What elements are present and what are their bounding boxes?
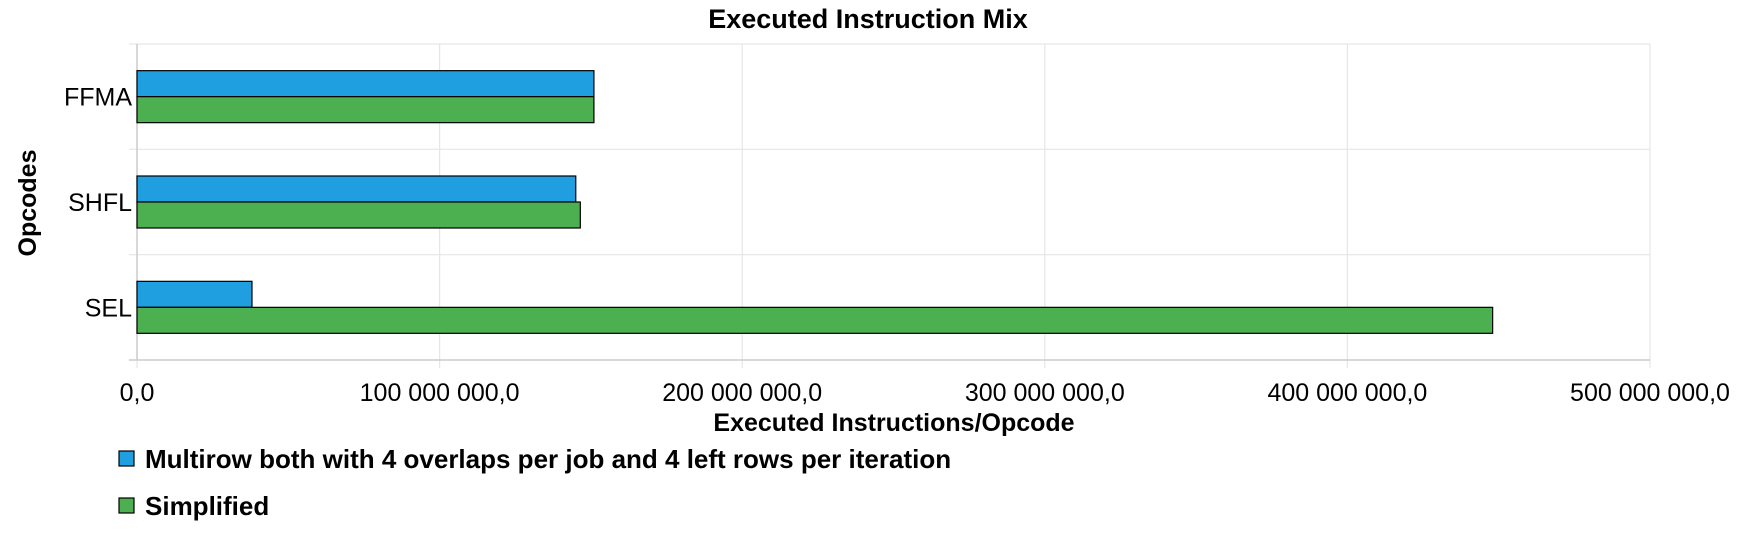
y-axis-ticks: FFMA SHFL SEL [64, 84, 132, 323]
x-axis-title: Executed Instructions/Opcode [713, 409, 1074, 437]
bar-ffma-series-1 [136, 70, 595, 98]
bar-shfl-series-1 [136, 175, 577, 203]
y-tick-label: FFMA [64, 84, 132, 112]
y-tick-label: SHFL [68, 189, 132, 217]
legend-label: Simplified [145, 491, 269, 521]
x-tick-label: 200 000 000,0 [662, 379, 822, 407]
x-tick-label: 500 000 000,0 [1570, 379, 1730, 407]
legend: Multirow both with 4 overlaps per job an… [118, 444, 951, 521]
x-tick-label: 400 000 000,0 [1267, 379, 1427, 407]
bars-layer [136, 70, 1494, 334]
x-axis-ticks: 0,0 100 000 000,0 200 000 000,0 300 000 000… [120, 379, 1730, 407]
legend-label: Multirow both with 4 overlaps per job an… [145, 444, 951, 474]
bar-shfl-series-2 [136, 201, 581, 229]
bar-sel-series-1 [136, 280, 253, 308]
x-tick-label: 0,0 [120, 379, 155, 407]
bar-ffma-series-2 [136, 96, 595, 124]
y-axis-title: Opcodes [14, 150, 42, 257]
legend-swatch [118, 497, 135, 514]
x-tick-label: 100 000 000,0 [360, 379, 520, 407]
chart-title: Executed Instruction Mix [708, 4, 1028, 34]
x-tick-label: 300 000 000,0 [965, 379, 1125, 407]
legend-swatch [118, 450, 135, 467]
bar-sel-series-2 [136, 306, 1494, 334]
y-tick-label: SEL [85, 294, 132, 322]
